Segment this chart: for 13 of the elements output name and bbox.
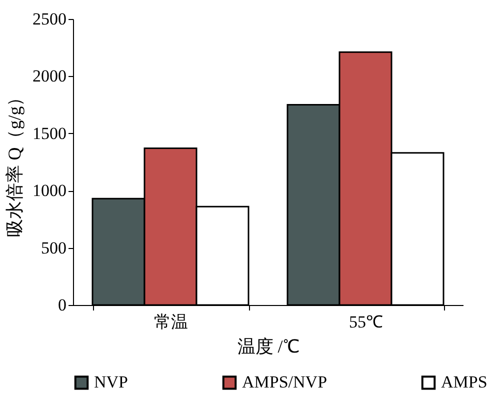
y-tick-label: 2000 — [32, 66, 66, 86]
legend-label: NVP — [94, 372, 128, 392]
legend-label: AMPS/NVP — [242, 372, 328, 392]
y-axis-title: 吸水倍率 Q（g/g） — [4, 88, 24, 237]
y-tick-label: 500 — [41, 238, 66, 258]
y-tick-label: 1000 — [32, 181, 66, 200]
y-tick-label: 1500 — [32, 124, 66, 143]
x-axis-title: 温度 /℃ — [237, 336, 300, 356]
legend-label: AMPS — [441, 372, 488, 392]
x-tick-label: 55℃ — [349, 312, 383, 332]
x-tick-label: 常温 — [154, 312, 188, 332]
y-tick-label: 0 — [58, 296, 66, 314]
y-tick-label: 2500 — [32, 10, 66, 28]
